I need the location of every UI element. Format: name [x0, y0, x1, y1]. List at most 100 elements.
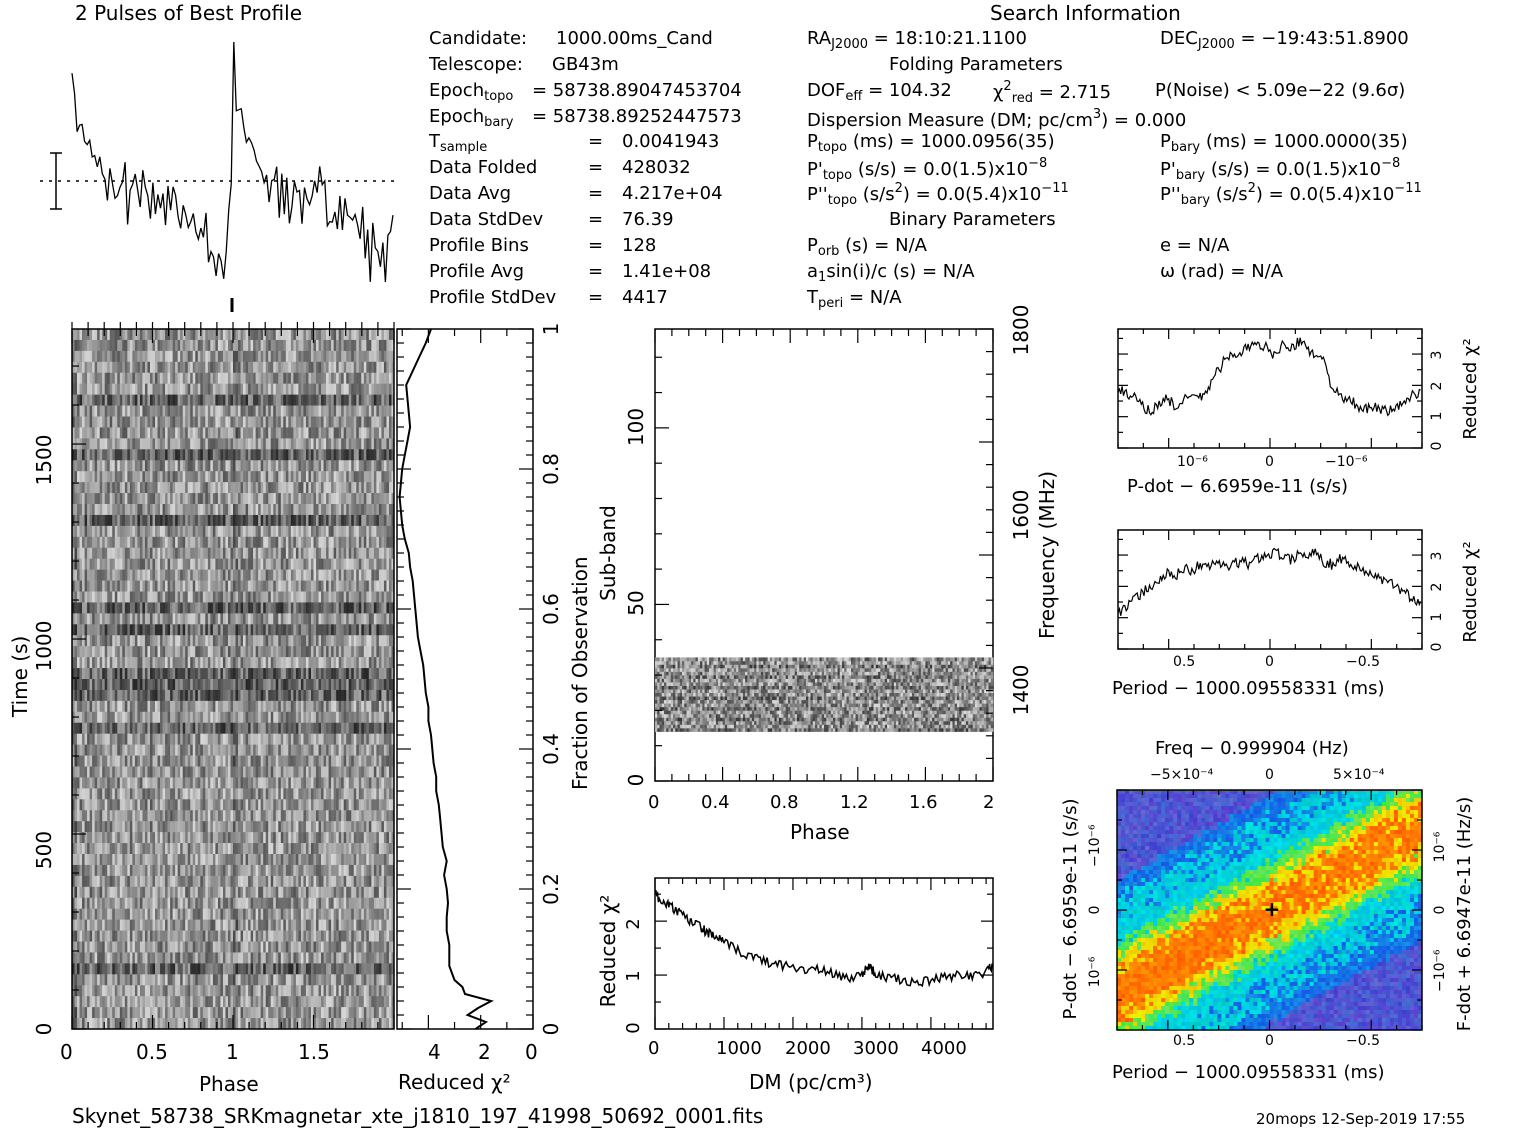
time-phase-cell: [323, 646, 327, 658]
time-phase-cell: [388, 646, 392, 658]
time-phase-cell: [300, 591, 304, 603]
time-phase-cell: [187, 602, 191, 614]
time-phase-cell: [363, 514, 367, 527]
time-phase-cell: [363, 635, 367, 647]
time-phase-cell: [285, 679, 289, 691]
time-phase-cell: [175, 700, 178, 713]
time-phase-cell: [112, 394, 116, 406]
time-phase-cell: [353, 460, 357, 472]
time-phase-cell: [87, 689, 90, 702]
time-phase-cell: [132, 679, 136, 691]
time-phase-cell: [119, 602, 123, 614]
time-phase-cell: [132, 329, 136, 341]
time-phase-cell: [165, 471, 168, 483]
time-phase-cell: [361, 350, 365, 363]
time-phase-cell: [79, 536, 83, 549]
time-phase-cell: [192, 613, 196, 625]
time-phase-cell: [134, 394, 138, 406]
time-phase-cell: [391, 635, 395, 647]
time-phase-cell: [222, 471, 226, 483]
time-phase-cell: [250, 646, 254, 658]
time-phase-cell: [263, 361, 267, 374]
time-phase-cell: [368, 646, 372, 658]
time-phase-cell: [72, 361, 75, 374]
time-phase-cell: [371, 580, 375, 592]
time-phase-cell: [310, 350, 314, 363]
time-phase-cell: [376, 482, 380, 494]
time-phase-cell: [378, 427, 382, 439]
time-phase-cell: [363, 722, 367, 734]
time-phase-cell: [300, 329, 304, 341]
time-phase-cell: [373, 689, 377, 702]
time-phase-cell: [310, 493, 314, 505]
time-phase-cell: [346, 635, 350, 647]
time-phase-cell: [149, 558, 153, 570]
time-phase-cell: [391, 657, 395, 669]
time-phase-cell: [99, 700, 103, 713]
time-phase-cell: [225, 547, 229, 559]
time-phase-cell: [338, 613, 342, 625]
time-phase-cell: [363, 700, 367, 713]
time-phase-cell: [94, 493, 98, 505]
time-phase-cell: [363, 329, 367, 341]
time-phase-cell: [283, 350, 287, 363]
time-phase-cell: [280, 547, 284, 559]
time-phase-cell: [381, 493, 385, 505]
time-phase-cell: [388, 416, 392, 428]
time-phase-cell: [104, 679, 108, 691]
time-phase-cell: [265, 679, 269, 691]
time-phase-cell: [107, 427, 111, 439]
time-phase-cell: [378, 416, 382, 428]
time-phase-cell: [165, 689, 168, 702]
time-phase-cell: [109, 558, 113, 570]
time-phase-cell: [313, 525, 317, 538]
time-phase-cell: [217, 504, 221, 516]
time-phase-cell: [160, 383, 163, 395]
time-phase-cell: [165, 580, 168, 592]
time-phase-cell: [255, 525, 259, 538]
time-phase-cell: [316, 613, 319, 625]
time-phase-cell: [346, 580, 350, 592]
time-phase-cell: [240, 493, 244, 505]
time-phase-cell: [265, 624, 269, 636]
time-phase-cell: [147, 383, 151, 395]
time-phase-cell: [167, 449, 171, 461]
time-phase-cell: [283, 427, 287, 439]
time-phase-cell: [77, 580, 80, 592]
time-phase-cell: [331, 361, 334, 374]
time-phase-cell: [273, 361, 277, 374]
time-phase-cell: [122, 438, 126, 450]
time-phase-cell: [305, 383, 309, 395]
time-phase-cell: [348, 602, 352, 614]
time-phase-cell: [250, 679, 254, 691]
time-phase-cell: [298, 438, 302, 450]
time-phase-cell: [278, 394, 282, 406]
time-phase-cell: [202, 613, 206, 625]
time-phase-cell: [147, 350, 151, 363]
time-phase-cell: [245, 361, 249, 374]
time-phase-cell: [137, 350, 141, 363]
time-phase-cell: [220, 449, 224, 461]
time-phase-cell: [220, 339, 224, 352]
time-phase-cell: [378, 438, 382, 450]
time-phase-cell: [220, 427, 224, 439]
time-phase-cell: [358, 394, 362, 406]
time-phase-cell: [134, 383, 138, 395]
time-phase-cell: [391, 711, 395, 724]
time-phase-cell: [122, 679, 126, 691]
time-phase-cell: [376, 504, 380, 516]
time-phase-cell: [175, 372, 178, 384]
time-phase-cell: [303, 449, 307, 461]
time-phase-cell: [331, 482, 334, 494]
time-phase-cell: [152, 657, 156, 669]
time-phase-cell: [134, 613, 138, 625]
time-phase-cell: [260, 471, 264, 483]
time-phase-cell: [87, 361, 90, 374]
time-phase-cell: [180, 668, 183, 680]
time-phase-cell: [112, 449, 116, 461]
time-phase-cell: [124, 569, 128, 581]
tick-label: 4: [428, 1040, 441, 1064]
time-phase-cell: [114, 602, 118, 614]
time-phase-cell: [333, 372, 337, 384]
time-phase-cell: [290, 525, 294, 538]
